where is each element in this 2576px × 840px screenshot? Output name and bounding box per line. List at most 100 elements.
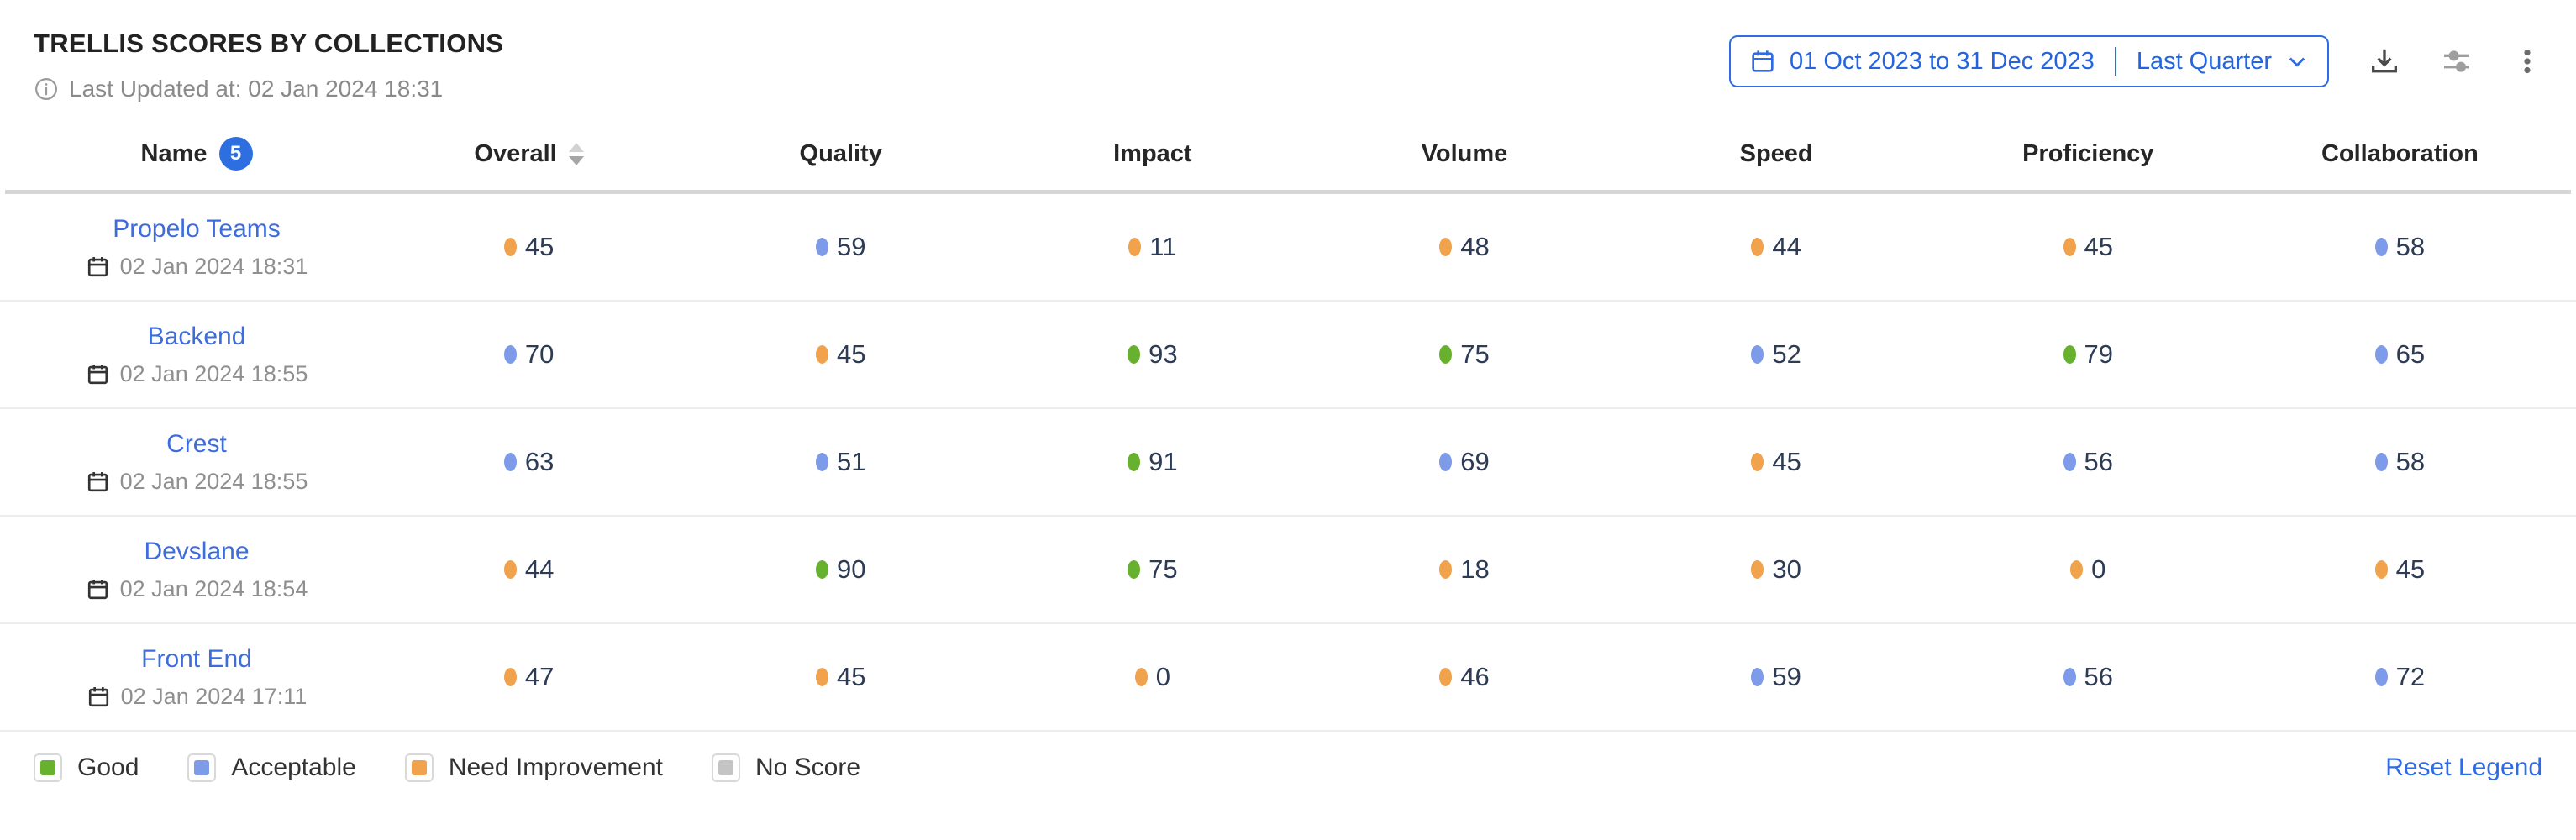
table-body: Propelo Teams 02 Jan 2024 18:31 45 59 11 48… [0,194,2576,732]
score-dot [1439,560,1453,579]
reset-legend-link[interactable]: Reset Legend [2385,753,2542,781]
score-value: 44 [524,554,555,584]
collection-name-link[interactable]: Backend [147,322,246,350]
column-header-volume: Volume [1421,139,1508,167]
score-dot [1751,453,1764,471]
collection-name-link[interactable]: Propelo Teams [113,214,281,243]
legend-item[interactable]: Need Improvement [404,753,663,782]
score-value: 58 [2395,447,2426,476]
collection-name-link[interactable]: Crest [166,429,227,458]
score-dot [503,453,517,471]
score-value: 70 [524,339,555,369]
score-cell: 30 [1621,554,1932,585]
score-cell: 45 [685,339,996,370]
score-value: 45 [2395,554,2426,584]
row-updated-line: 02 Jan 2024 18:55 [86,469,308,495]
score-dot [1751,238,1764,256]
column-header-speed: Speed [1739,139,1813,167]
score-cell: 72 [2244,662,2556,692]
score-cell: 63 [373,447,685,477]
row-updated-at: 02 Jan 2024 18:55 [119,468,308,494]
score-cell: 75 [1308,339,1620,370]
name-cell: Propelo Teams 02 Jan 2024 18:31 [20,215,373,280]
score-cell: 0 [1932,554,2244,585]
legend-items: Good Acceptable Need Improvement No Scor… [34,753,860,782]
row-updated-at: 02 Jan 2024 18:54 [119,575,308,601]
legend-item[interactable]: No Score [711,753,860,782]
score-value: 47 [524,662,555,691]
title-block: TRELLIS SCORES BY COLLECTIONS Last Updat… [34,29,503,102]
score-cell: 46 [1308,662,1620,692]
score-dot [1128,453,1141,471]
score-cell: 93 [996,339,1308,370]
legend-swatch [40,760,55,775]
calendar-icon [86,362,110,386]
score-dot [815,345,828,364]
score-cell: 18 [1308,554,1620,585]
score-dot [503,560,517,579]
score-dot [815,560,828,579]
legend-checkbox [404,753,434,782]
collection-name-link[interactable]: Devslane [144,537,250,565]
score-value: 75 [1149,554,1178,584]
row-updated-at: 02 Jan 2024 17:11 [120,683,308,709]
score-value: 30 [1772,554,1801,584]
legend-swatch [194,760,210,775]
score-dot [1128,560,1141,579]
score-cell: 44 [373,554,685,585]
more-menu-button[interactable] [2512,45,2542,78]
legend-item[interactable]: Acceptable [187,753,356,782]
score-dot [503,238,517,256]
column-label: Overall [474,139,557,167]
date-range-picker[interactable]: 01 Oct 2023 to 31 Dec 2023 Last Quarter [1729,35,2329,87]
score-dot [1439,453,1453,471]
score-dot [2063,345,2076,364]
score-dot [503,345,517,364]
score-cell: 59 [685,232,996,262]
calendar-icon [86,470,110,494]
score-cell: 45 [1621,447,1932,477]
score-value: 52 [1772,339,1801,369]
score-cell: 58 [2244,232,2556,262]
score-value: 11 [1149,232,1177,261]
score-value: 45 [836,662,866,691]
settings-button[interactable] [2440,45,2473,78]
score-dot [1439,668,1453,686]
legend-swatch [411,760,427,775]
download-icon [2368,45,2401,78]
download-button[interactable] [2368,45,2401,78]
score-cell: 56 [1932,662,2244,692]
column-header-overall[interactable]: Overall [373,140,685,168]
score-cell: 44 [1621,232,1932,262]
score-dot [2063,453,2076,471]
date-preset-label: Last Quarter [2136,47,2272,75]
score-dot [1439,238,1453,256]
collection-name-link[interactable]: Front End [141,644,252,673]
calendar-icon [1749,48,1776,75]
row-updated-line: 02 Jan 2024 18:55 [86,361,308,387]
header-actions: 01 Oct 2023 to 31 Dec 2023 Last Quarter [1729,35,2542,87]
table-row: Backend 02 Jan 2024 18:55 70 45 93 75 52 79 65 [0,302,2576,409]
score-value: 58 [2395,232,2426,261]
score-value: 59 [836,232,866,261]
score-cell: 45 [373,232,685,262]
score-dot [815,238,828,256]
legend-item[interactable]: Good [34,753,139,782]
row-updated-at: 02 Jan 2024 18:55 [119,360,308,386]
page-title: TRELLIS SCORES BY COLLECTIONS [34,29,504,58]
column-header-collaboration: Collaboration [2321,139,2479,167]
column-header-quality: Quality [799,139,882,167]
calendar-icon [86,255,110,279]
last-updated-text: Last Updated at: 02 Jan 2024 18:31 [69,76,444,102]
score-cell: 59 [1621,662,1932,692]
row-updated-at: 02 Jan 2024 18:31 [119,253,308,279]
score-dot [1128,238,1142,256]
score-value: 69 [1460,447,1490,476]
score-value: 0 [2091,554,2106,584]
table-row: Crest 02 Jan 2024 18:55 63 51 91 69 45 56 58 [0,409,2576,517]
score-dot [2374,668,2388,686]
score-cell: 58 [2244,447,2556,477]
score-cell: 65 [2244,339,2556,370]
score-cell: 45 [2244,554,2556,585]
score-cell: 51 [685,447,996,477]
